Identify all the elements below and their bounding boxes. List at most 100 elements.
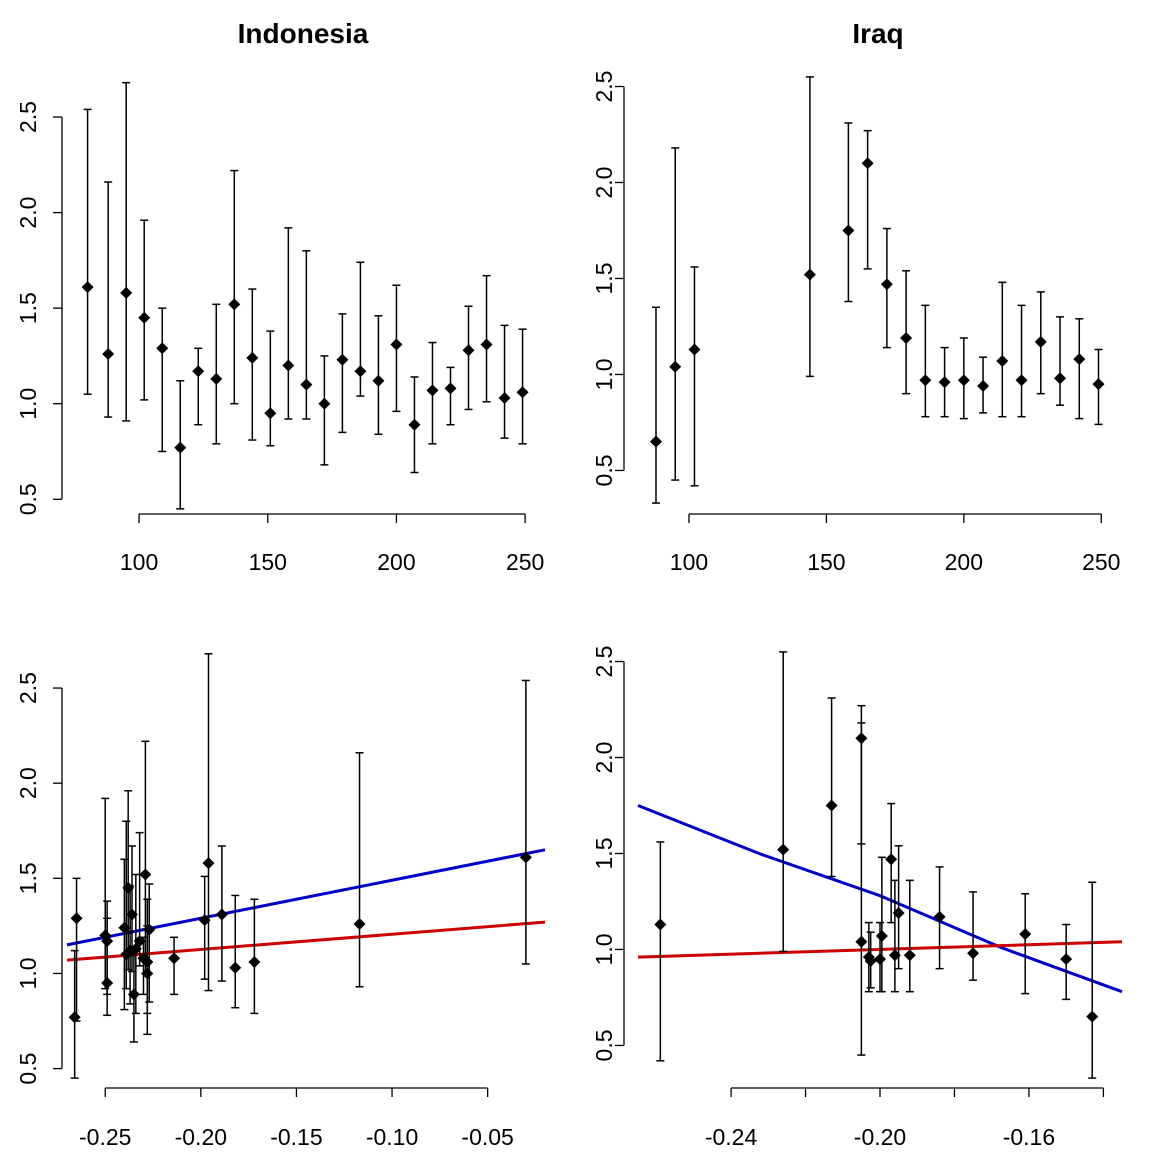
data-point bbox=[300, 378, 313, 391]
data-point bbox=[864, 954, 877, 967]
data-point bbox=[1019, 928, 1032, 941]
data-point bbox=[885, 853, 898, 866]
data-point bbox=[1060, 953, 1073, 966]
y-tick-label: 1.5 bbox=[15, 862, 41, 894]
panel-iraq-dose: Iraq 100 150 200 250 0.5 1.0 1.5 2.0 2.5 bbox=[591, 18, 1120, 575]
data-point bbox=[480, 338, 493, 351]
panel-title-indonesia: Indonesia bbox=[238, 18, 369, 49]
data-point bbox=[101, 976, 114, 989]
y-tick-label: 0.5 bbox=[15, 483, 41, 515]
data-point bbox=[118, 921, 131, 934]
panel-iraq-effect: -0.24 -0.20 -0.16 0.5 1.0 1.5 2.0 2.5 bbox=[591, 646, 1123, 1150]
data-point bbox=[967, 947, 980, 960]
data-point bbox=[1034, 335, 1047, 348]
data-point bbox=[938, 376, 951, 389]
data-point bbox=[462, 344, 475, 357]
data-point bbox=[444, 382, 457, 395]
data-point bbox=[919, 374, 932, 387]
data-point bbox=[1015, 374, 1028, 387]
data-point bbox=[156, 342, 169, 355]
x-tick-label: 100 bbox=[120, 549, 158, 575]
data-point bbox=[127, 988, 140, 1001]
data-point bbox=[880, 278, 893, 291]
data-point bbox=[1086, 1010, 1099, 1023]
data-point bbox=[122, 881, 135, 894]
data-point bbox=[777, 843, 790, 856]
data-point bbox=[654, 918, 667, 931]
data-point bbox=[215, 908, 228, 921]
data-point bbox=[977, 379, 990, 392]
data-point bbox=[957, 374, 970, 387]
data-point bbox=[138, 311, 151, 324]
y-tick-label: 0.5 bbox=[591, 454, 617, 486]
data-point bbox=[426, 384, 439, 397]
data-point bbox=[210, 372, 223, 385]
x-tick-label: 200 bbox=[945, 549, 983, 575]
data-point bbox=[353, 917, 366, 930]
data-point bbox=[354, 365, 367, 378]
y-tick-label: 1.0 bbox=[591, 933, 617, 965]
fit-line-blue bbox=[66, 848, 546, 947]
data-point bbox=[1092, 378, 1105, 391]
data-point bbox=[1054, 372, 1067, 385]
x-tick-label: -0.20 bbox=[175, 1124, 227, 1150]
panel-title-iraq: Iraq bbox=[852, 18, 903, 49]
data-point bbox=[282, 359, 295, 372]
y-tick-label: 0.5 bbox=[15, 1053, 41, 1085]
data-point bbox=[874, 953, 886, 966]
data-point bbox=[120, 286, 133, 299]
data-point bbox=[861, 157, 874, 170]
x-tick-label: 150 bbox=[249, 549, 287, 575]
data-point bbox=[202, 857, 215, 870]
x-tick-label: -0.20 bbox=[854, 1124, 906, 1150]
fit-line-blue bbox=[637, 804, 1123, 994]
data-point bbox=[390, 338, 403, 351]
data-point bbox=[803, 268, 816, 281]
data-point bbox=[168, 952, 181, 965]
data-point bbox=[875, 930, 888, 943]
y-tick-label: 2.0 bbox=[591, 742, 617, 774]
y-tick-label: 2.5 bbox=[591, 646, 617, 678]
data-point bbox=[669, 360, 682, 373]
data-point bbox=[68, 1011, 81, 1024]
data-point bbox=[174, 441, 187, 454]
data-point bbox=[408, 418, 421, 431]
data-point bbox=[246, 351, 259, 364]
data-point bbox=[855, 935, 868, 948]
data-point bbox=[688, 343, 701, 356]
data-point bbox=[141, 967, 154, 980]
data-point bbox=[498, 391, 511, 404]
data-point bbox=[318, 397, 331, 410]
data-point bbox=[228, 298, 241, 311]
data-point bbox=[229, 961, 242, 974]
data-point bbox=[519, 851, 532, 864]
y-tick-label: 2.5 bbox=[591, 71, 617, 103]
x-tick-label: -0.05 bbox=[461, 1124, 513, 1150]
y-tick-label: 1.5 bbox=[591, 837, 617, 869]
y-tick-label: 2.0 bbox=[591, 167, 617, 199]
data-point bbox=[143, 923, 156, 936]
y-tick-label: 2.0 bbox=[15, 197, 41, 229]
y-tick-label: 1.0 bbox=[15, 957, 41, 989]
data-point bbox=[649, 435, 662, 448]
panel-indonesia-dose: Indonesia 100 150 200 250 0.5 1.0 1.5 2.0 2.5 bbox=[15, 18, 544, 575]
y-tick-label: 1.5 bbox=[591, 262, 617, 294]
data-point bbox=[192, 365, 205, 378]
data-point bbox=[892, 906, 905, 919]
x-tick-label: 100 bbox=[670, 549, 708, 575]
data-point bbox=[70, 912, 83, 925]
y-tick-label: 2.5 bbox=[15, 672, 41, 704]
data-point bbox=[842, 224, 855, 237]
data-point bbox=[900, 331, 913, 344]
x-tick-label: -0.24 bbox=[705, 1124, 758, 1150]
data-point bbox=[336, 353, 349, 366]
x-tick-label: 150 bbox=[807, 549, 845, 575]
data-point bbox=[198, 914, 211, 927]
data-point bbox=[102, 348, 115, 361]
x-tick-label: -0.10 bbox=[366, 1124, 418, 1150]
x-tick-label: 200 bbox=[377, 549, 415, 575]
data-point bbox=[126, 908, 139, 921]
data-point bbox=[933, 910, 946, 923]
data-point bbox=[81, 281, 94, 294]
